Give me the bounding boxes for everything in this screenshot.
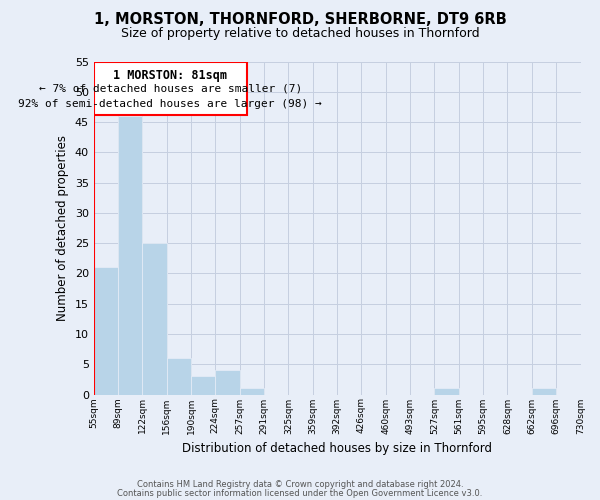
Y-axis label: Number of detached properties: Number of detached properties [56, 135, 69, 321]
Bar [94, 268, 118, 394]
Text: 1 MORSTON: 81sqm: 1 MORSTON: 81sqm [113, 69, 227, 82]
FancyBboxPatch shape [94, 62, 247, 115]
Text: Contains HM Land Registry data © Crown copyright and database right 2024.: Contains HM Land Registry data © Crown c… [137, 480, 463, 489]
Text: 92% of semi-detached houses are larger (98) →: 92% of semi-detached houses are larger (… [19, 99, 322, 109]
Bar [239, 388, 264, 394]
Text: Size of property relative to detached houses in Thornford: Size of property relative to detached ho… [121, 28, 479, 40]
Bar [191, 376, 215, 394]
Bar [167, 358, 191, 395]
X-axis label: Distribution of detached houses by size in Thornford: Distribution of detached houses by size … [182, 442, 492, 455]
Bar [532, 388, 556, 394]
Text: ← 7% of detached houses are smaller (7): ← 7% of detached houses are smaller (7) [38, 84, 302, 94]
Bar [118, 116, 142, 394]
Bar [215, 370, 239, 394]
Text: Contains public sector information licensed under the Open Government Licence v3: Contains public sector information licen… [118, 489, 482, 498]
Bar [434, 388, 459, 394]
Bar [142, 243, 167, 394]
Text: 1, MORSTON, THORNFORD, SHERBORNE, DT9 6RB: 1, MORSTON, THORNFORD, SHERBORNE, DT9 6R… [94, 12, 506, 28]
